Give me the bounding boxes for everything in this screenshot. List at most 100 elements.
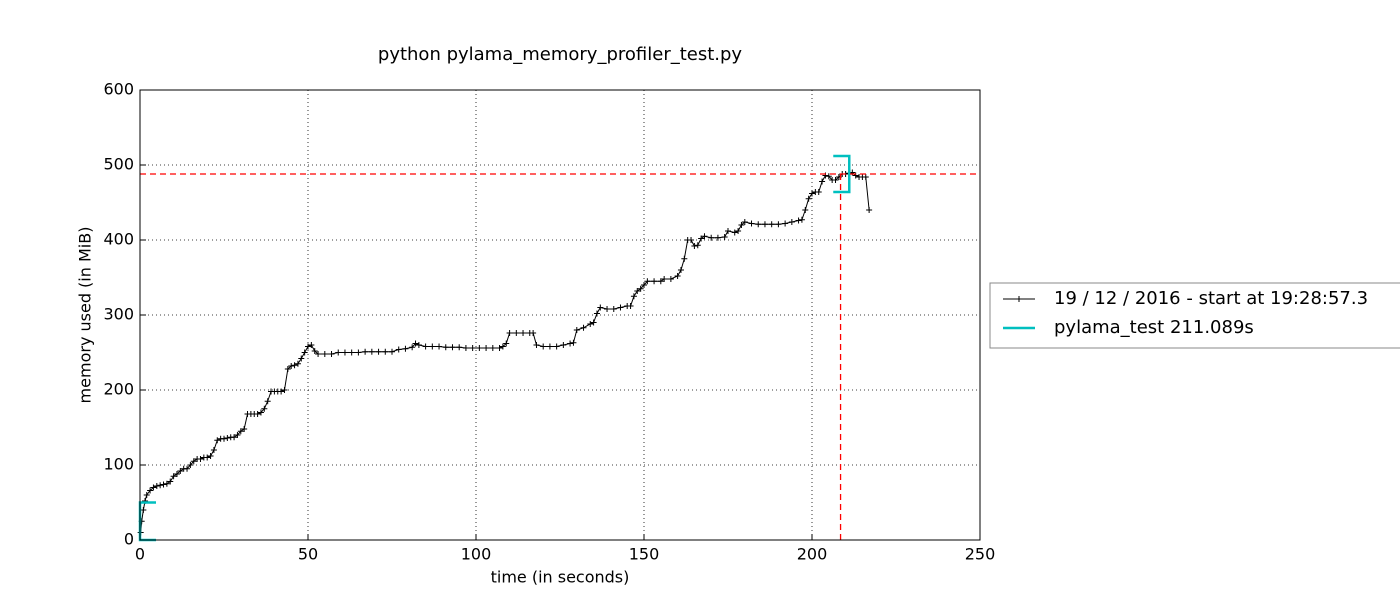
marker bbox=[207, 453, 214, 459]
marker bbox=[701, 233, 708, 240]
marker bbox=[735, 228, 742, 234]
marker bbox=[802, 207, 809, 213]
marker bbox=[866, 207, 873, 213]
marker bbox=[832, 177, 839, 183]
marker bbox=[721, 234, 728, 240]
marker bbox=[741, 219, 748, 225]
marker bbox=[436, 343, 443, 350]
marker bbox=[284, 366, 291, 372]
marker bbox=[241, 426, 248, 432]
marker bbox=[362, 348, 369, 355]
marker bbox=[725, 228, 731, 234]
marker bbox=[825, 173, 832, 180]
marker bbox=[657, 278, 664, 285]
marker bbox=[688, 237, 695, 243]
marker bbox=[761, 221, 768, 228]
marker bbox=[153, 483, 160, 489]
x-tick-label: 0 bbox=[135, 545, 145, 564]
marker bbox=[328, 351, 335, 357]
marker bbox=[819, 178, 826, 185]
marker bbox=[143, 492, 150, 498]
marker bbox=[375, 348, 382, 355]
plot-frame bbox=[139, 89, 981, 541]
marker bbox=[456, 344, 463, 351]
y-axis-label: memory used (in MiB) bbox=[76, 227, 95, 404]
marker bbox=[311, 348, 318, 354]
marker bbox=[694, 242, 701, 249]
x-tick-label: 50 bbox=[298, 545, 318, 564]
marker bbox=[442, 344, 449, 351]
marker bbox=[315, 351, 322, 357]
marker bbox=[187, 462, 194, 468]
marker bbox=[499, 343, 506, 350]
marker bbox=[630, 293, 637, 300]
y-tick-label: 600 bbox=[103, 80, 134, 99]
marker bbox=[170, 473, 177, 480]
marker bbox=[677, 267, 684, 273]
marker bbox=[667, 276, 674, 282]
marker bbox=[288, 363, 295, 369]
marker bbox=[231, 434, 238, 441]
marker bbox=[795, 217, 802, 224]
marker bbox=[483, 345, 490, 351]
marker bbox=[167, 478, 174, 485]
marker bbox=[355, 349, 362, 356]
marker bbox=[429, 343, 436, 350]
marker bbox=[278, 388, 285, 395]
marker bbox=[637, 285, 644, 292]
marker bbox=[809, 190, 815, 197]
marker bbox=[348, 349, 355, 356]
marker bbox=[264, 398, 271, 405]
marker bbox=[755, 221, 762, 228]
marker bbox=[587, 321, 594, 327]
marker bbox=[190, 458, 197, 465]
y-tick-label: 0 bbox=[124, 530, 134, 549]
marker bbox=[731, 229, 738, 236]
marker bbox=[157, 482, 164, 489]
marker bbox=[305, 343, 311, 350]
marker bbox=[798, 216, 805, 223]
marker bbox=[382, 348, 389, 355]
marker bbox=[788, 219, 795, 225]
marker bbox=[681, 255, 688, 262]
marker bbox=[234, 432, 241, 438]
marker bbox=[593, 310, 600, 317]
marker bbox=[748, 220, 755, 227]
marker bbox=[476, 345, 483, 351]
x-tick-label: 150 bbox=[629, 545, 660, 564]
marker bbox=[462, 345, 469, 351]
marker bbox=[738, 222, 745, 228]
marker bbox=[782, 220, 789, 227]
y-tick-label: 200 bbox=[103, 380, 134, 399]
marker bbox=[540, 343, 547, 350]
marker bbox=[291, 362, 298, 369]
marker bbox=[503, 340, 510, 347]
function-bracket bbox=[833, 154, 851, 194]
y-tick-label: 500 bbox=[103, 155, 134, 174]
legend-marker bbox=[1016, 296, 1022, 302]
x-axis-label: time (in seconds) bbox=[491, 568, 630, 587]
marker bbox=[160, 481, 167, 488]
marker bbox=[674, 273, 681, 279]
marker bbox=[184, 465, 191, 472]
marker bbox=[651, 278, 658, 285]
marker bbox=[221, 435, 227, 442]
marker bbox=[714, 234, 721, 241]
marker bbox=[661, 276, 668, 282]
marker bbox=[298, 355, 305, 362]
marker bbox=[301, 349, 308, 356]
legend-label: 19 / 12 / 2016 - start at 19:28:57.3 bbox=[1054, 288, 1368, 309]
marker bbox=[224, 435, 231, 441]
marker bbox=[513, 330, 520, 336]
marker bbox=[698, 235, 705, 242]
marker bbox=[610, 306, 617, 312]
legend-box bbox=[989, 282, 1400, 349]
marker bbox=[553, 343, 560, 350]
marker bbox=[641, 282, 647, 288]
marker bbox=[254, 411, 261, 417]
marker bbox=[533, 342, 540, 348]
x-tick-label: 250 bbox=[965, 545, 996, 564]
marker bbox=[409, 344, 416, 351]
marker bbox=[321, 351, 328, 357]
marker bbox=[389, 348, 395, 355]
